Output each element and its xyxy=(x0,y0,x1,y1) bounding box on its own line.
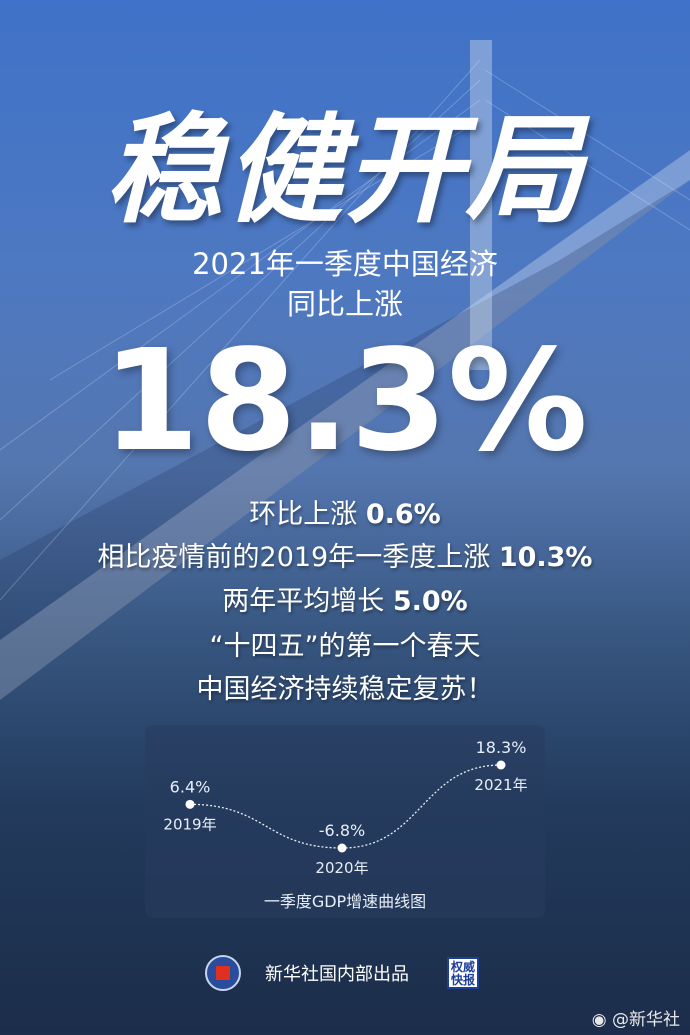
subtitle-line-2: 同比上涨 xyxy=(286,287,403,321)
data-point-2019年 xyxy=(185,799,195,809)
weibo-watermark: ◉ @新华社 xyxy=(591,1010,680,1030)
data-label: 6.4% xyxy=(170,777,211,796)
data-label: -6.8% xyxy=(319,821,365,840)
data-label: 18.3% xyxy=(476,738,527,757)
headline-value: 18.3% xyxy=(102,320,588,483)
stat-line-qoq: 环比上涨 0.6% xyxy=(249,499,441,530)
xinhua-logo xyxy=(205,955,241,991)
category-label: 2020年 xyxy=(315,859,368,877)
category-label: 2019年 xyxy=(163,815,216,833)
gdp-growth-chart: 6.4% 2019年 -6.8% 2020年 18.3% 2021年 一季度GDP增速曲线… xyxy=(163,738,527,911)
stat-line-two-year-avg: 两年平均增长 5.0% xyxy=(222,586,468,617)
stamp-logo: 权威快报 xyxy=(447,957,479,989)
chart-panel xyxy=(145,725,545,918)
weibo-icon: ◉ xyxy=(591,1010,612,1030)
chart-title: 一季度GDP增速曲线图 xyxy=(264,892,426,911)
subtitle-line-1: 2021年一季度中国经济 xyxy=(192,247,498,281)
poster-title: 稳健开局 xyxy=(104,101,585,239)
slogan-line-1: “十四五”的第一个春天 xyxy=(209,631,481,662)
category-label: 2021年 xyxy=(474,776,527,794)
data-point-2020年 xyxy=(337,843,347,853)
data-point-2021年 xyxy=(496,760,506,770)
producer-credit: 新华社国内部出品 xyxy=(265,964,409,985)
stat-line-vs-2019: 相比疫情前的2019年一季度上涨 10.3% xyxy=(97,542,593,573)
slogan-line-2: 中国经济持续稳定复苏！ xyxy=(196,674,494,705)
